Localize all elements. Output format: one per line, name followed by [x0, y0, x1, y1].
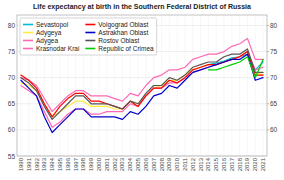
x-grid-line: [177, 15, 178, 156]
x-grid-line: [184, 15, 185, 156]
x-tick-label: 2019: [244, 157, 250, 171]
x-tick-label: 2008: [159, 157, 165, 171]
legend-label: Republic of Crimea: [98, 45, 154, 53]
x-tick-label: 2020: [252, 157, 258, 171]
x-tick-label: 2017: [229, 157, 235, 171]
grid: [17, 15, 267, 156]
legend-swatch: [85, 40, 95, 42]
title: Life expectancy at birth in the Southern…: [33, 3, 251, 11]
x-tick-label: 1990: [18, 157, 24, 171]
legend-label: Volgograd Oblast: [98, 21, 148, 29]
legend-swatch: [85, 24, 95, 26]
x-tick-label: 1994: [49, 157, 55, 171]
x-tick-label: 2003: [119, 157, 125, 171]
x-grid-line: [231, 15, 232, 156]
x-tick-label: 2016: [221, 157, 227, 171]
legend-label: Adygeya: [36, 29, 62, 37]
y2-tick: [267, 51, 269, 52]
legend-label: Krasnodar Krai: [36, 45, 79, 52]
y-tick-label: 80: [8, 22, 16, 29]
legend-label: Sevastopol: [36, 21, 69, 29]
x-grid-line: [247, 15, 248, 156]
x-grid-line: [263, 15, 264, 156]
x-axis: 1990199119921993199419951996199719981999…: [18, 157, 266, 171]
y-grid-line: [17, 103, 267, 104]
legend-label: Astrakhan Oblast: [98, 29, 148, 36]
x-tick-label: 2018: [237, 157, 243, 171]
y-tick-label: 55: [8, 153, 16, 160]
legend: SevastopolAdygeyaAdygeaKrasnodar Krai Vol…: [20, 18, 157, 55]
legend-swatch: [85, 32, 95, 34]
x-tick-label: 1991: [26, 157, 32, 171]
x-tick-label: 1999: [88, 157, 94, 171]
y2-tick-label: 70: [270, 74, 278, 81]
legend-swatch: [23, 48, 33, 50]
x-tick-label: 1995: [57, 157, 63, 171]
y2-tick: [267, 25, 269, 26]
y-axis: 55 60 65 70 75 80: [8, 22, 16, 160]
y2-tick-label: 65: [270, 100, 278, 107]
x-tick-label: 1998: [80, 157, 86, 171]
x-tick-label: 2021: [260, 157, 266, 171]
series-line: [21, 52, 263, 128]
legend-label: Rostov Oblast: [98, 37, 139, 44]
y2-tick-label: 75: [270, 48, 278, 55]
legend-label: Adygea: [36, 37, 58, 45]
x-grid-line: [208, 15, 209, 156]
series-line: [21, 54, 263, 132]
y2-tick-label: 60: [270, 126, 278, 133]
y2-tick: [267, 77, 269, 78]
x-grid-line: [239, 15, 240, 156]
plot-area: [17, 15, 267, 156]
x-tick-label: 2007: [151, 157, 157, 171]
legend-box: [20, 18, 157, 55]
x-tick-label: 1996: [65, 157, 71, 171]
x-grid-line: [192, 15, 193, 156]
x-tick-label: 2011: [182, 157, 188, 171]
x-tick-label: 2000: [96, 157, 102, 171]
x-tick-label: 2010: [174, 157, 180, 171]
legend-swatch: [23, 32, 33, 34]
x-tick-label: 2006: [143, 157, 149, 171]
legend-swatch: [23, 40, 33, 42]
chart: Life expectancy at birth in the Southern…: [0, 0, 284, 180]
y2-axis: 60 65 70 75 80: [267, 22, 278, 133]
x-grid-line: [224, 15, 225, 156]
x-tick-label: 1997: [73, 157, 79, 171]
y2-tick: [267, 129, 269, 130]
x-tick-label: 2005: [135, 157, 141, 171]
legend-swatch: [85, 48, 95, 50]
x-tick-label: 2001: [104, 157, 110, 171]
series-line: [208, 57, 263, 78]
x-tick-label: 2015: [213, 157, 219, 171]
x-grid-line: [255, 15, 256, 156]
legend-swatch: [23, 24, 33, 26]
y-tick-label: 75: [8, 48, 16, 55]
x-tick-label: 2012: [190, 157, 196, 171]
x-grid-line: [200, 15, 201, 156]
x-tick-label: 1992: [34, 157, 40, 171]
x-tick-label: 2002: [112, 157, 118, 171]
plot-frame: [17, 15, 267, 156]
y-tick-label: 60: [8, 126, 16, 133]
x-grid-line: [216, 15, 217, 156]
y-grid-line: [17, 77, 267, 78]
series-line: [21, 49, 263, 120]
y-tick-label: 65: [8, 100, 16, 107]
x-tick-label: 2013: [198, 157, 204, 171]
x-tick-label: 2004: [127, 157, 133, 171]
x-tick-label: 1993: [41, 157, 47, 171]
x-tick-label: 2009: [166, 157, 172, 171]
y-tick-label: 70: [8, 74, 16, 81]
x-tick-label: 2014: [205, 157, 211, 171]
y2-tick-label: 80: [270, 22, 278, 29]
y2-tick: [267, 103, 269, 104]
